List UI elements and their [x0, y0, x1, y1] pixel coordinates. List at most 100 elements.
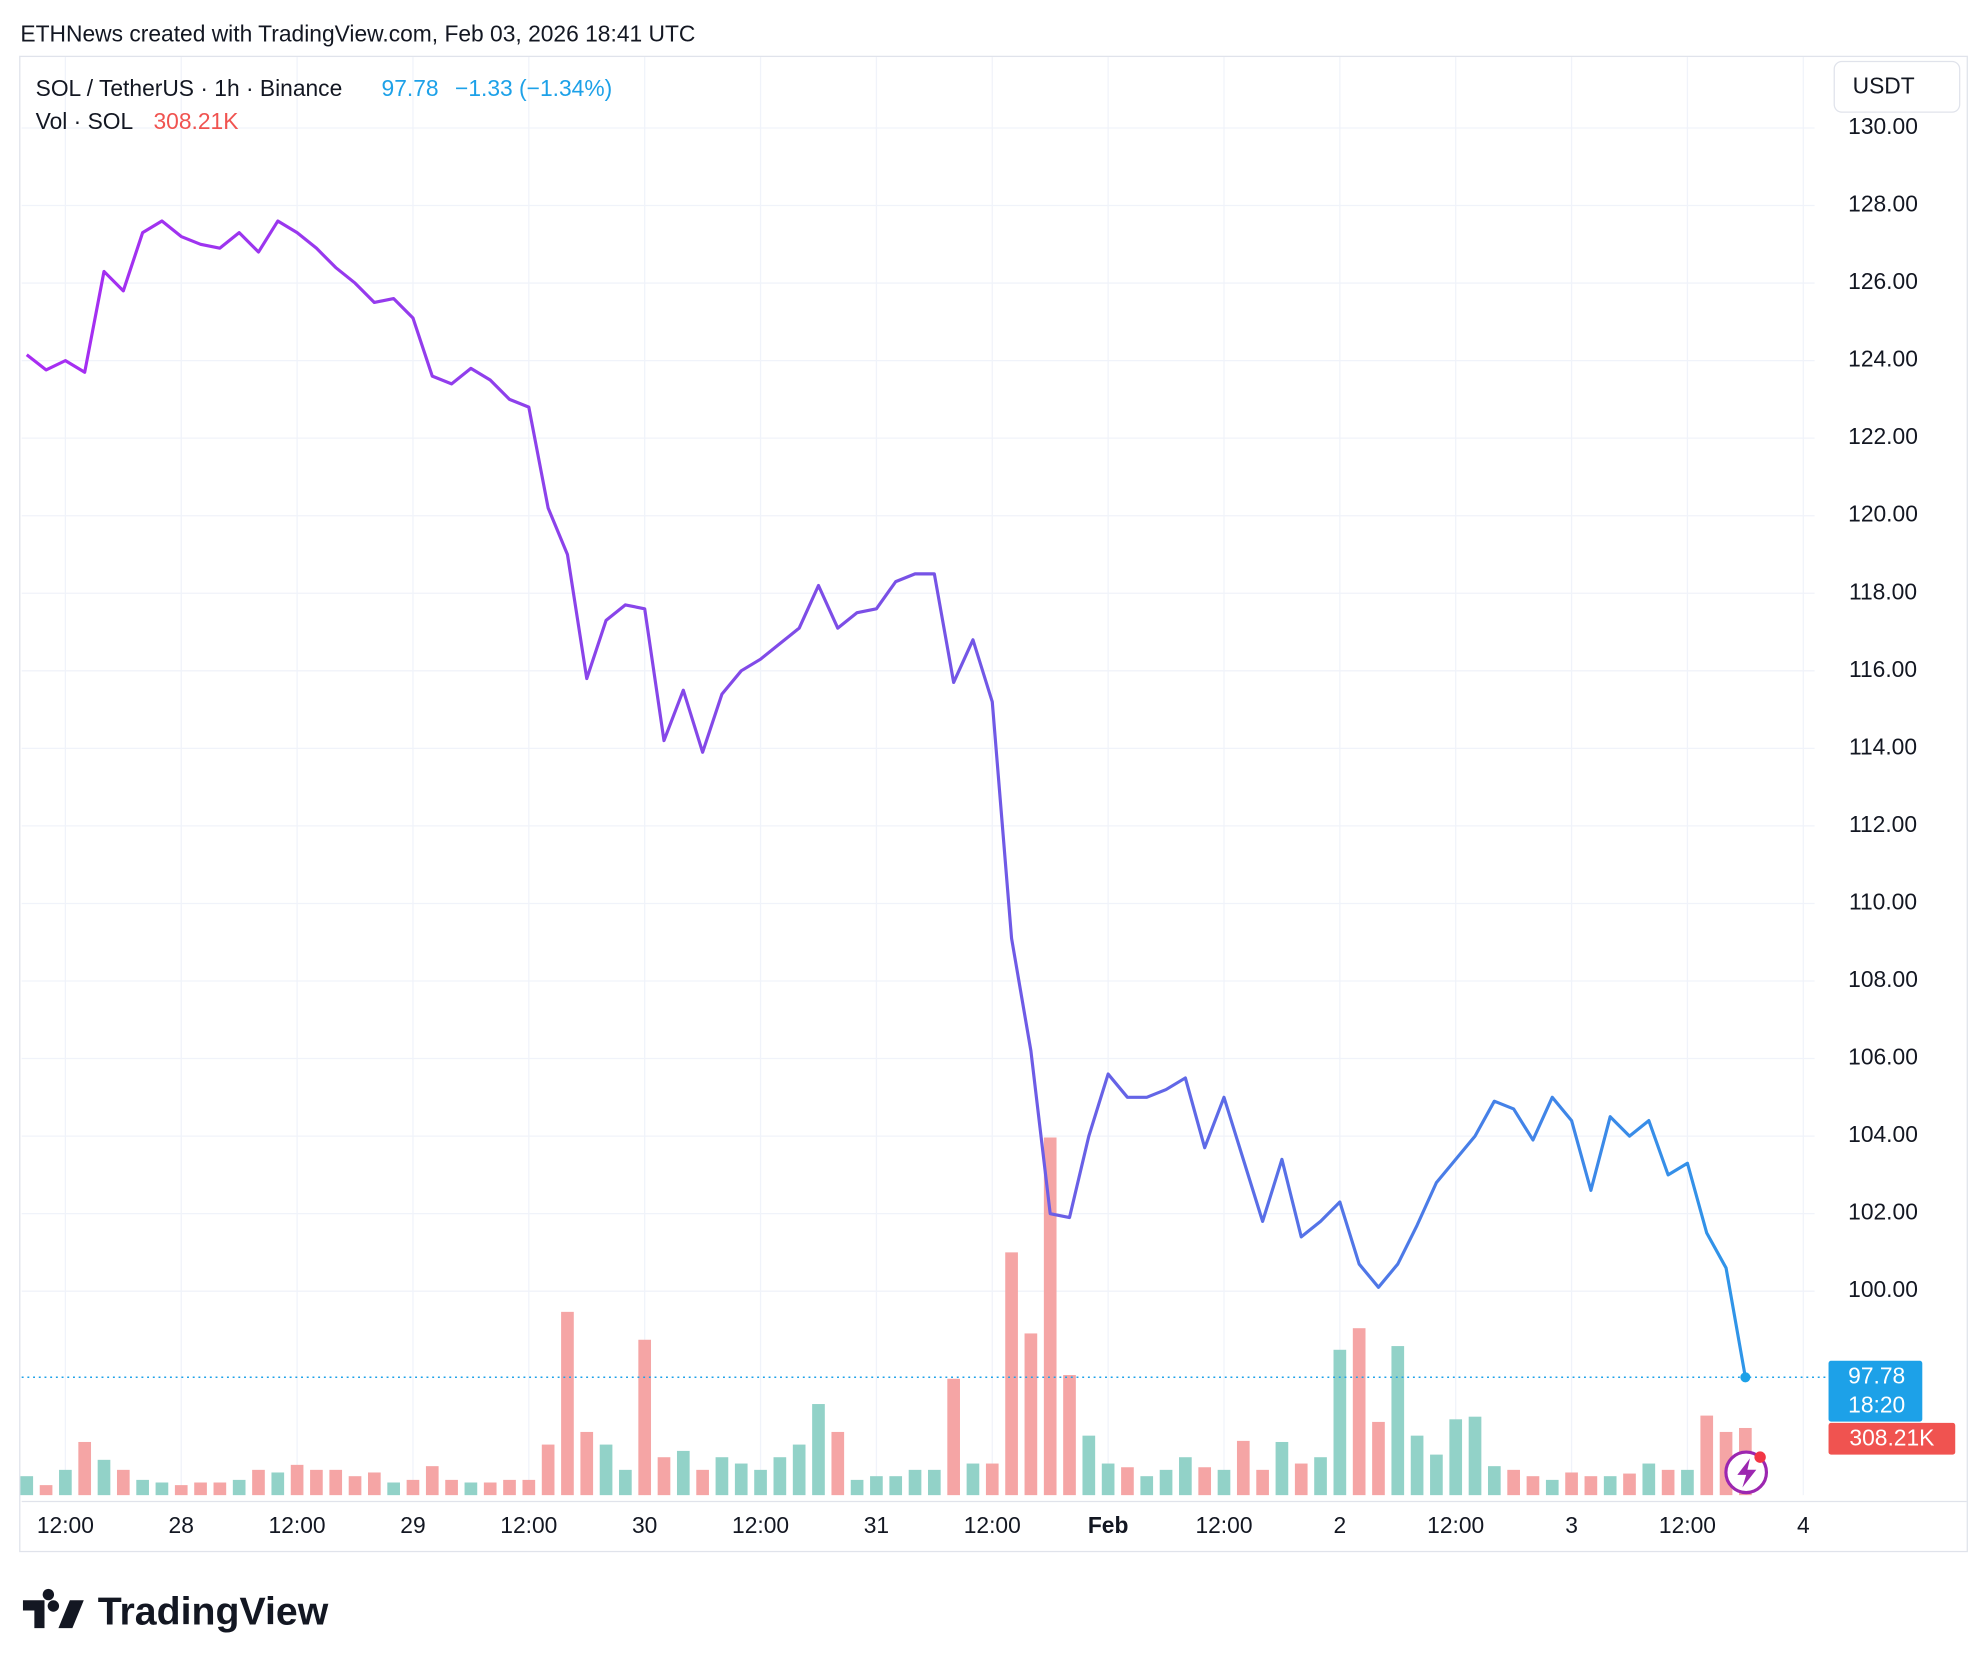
volume-bar — [580, 1431, 594, 1496]
price-label-box — [1828, 1360, 1923, 1422]
volume-bar — [792, 1444, 806, 1496]
volume-bar — [1236, 1440, 1250, 1496]
price-label: 97.78 — [1848, 1362, 1905, 1388]
x-tick-label: 28 — [169, 1512, 194, 1538]
lightning-icon[interactable] — [1724, 1450, 1769, 1495]
volume-bar — [464, 1482, 478, 1496]
frame — [19, 55, 1968, 1553]
volume-bar — [985, 1463, 999, 1496]
currency-box[interactable] — [1833, 60, 1961, 113]
volume-bar — [599, 1444, 613, 1496]
x-tick-label: Feb — [1088, 1512, 1129, 1538]
x-tick-label: 12:00 — [1659, 1512, 1716, 1538]
volume-bar — [155, 1482, 169, 1496]
volume-bar — [1700, 1415, 1714, 1496]
volume-bar — [1256, 1469, 1269, 1496]
y-tick-label: 108.00 — [1848, 966, 1918, 992]
x-tick-label: 12:00 — [1195, 1512, 1252, 1538]
volume-bar — [387, 1482, 400, 1496]
volume-title: Vol · SOL — [36, 108, 134, 134]
volume-bar — [1159, 1469, 1173, 1496]
y-tick-label: 106.00 — [1848, 1044, 1918, 1070]
y-tick-label: 110.00 — [1849, 888, 1917, 914]
volume-bar — [1507, 1469, 1520, 1496]
volume-bar — [1584, 1476, 1598, 1496]
volume-bar — [232, 1479, 246, 1496]
x-tick-label: 12:00 — [964, 1512, 1021, 1538]
volume-bar — [1217, 1469, 1231, 1496]
x-tick-label: 29 — [400, 1512, 425, 1538]
y-tick-label: 102.00 — [1848, 1199, 1918, 1225]
symbol-title: SOL / TetherUS · 1h · Binance — [36, 75, 343, 101]
volume-bar — [754, 1469, 767, 1496]
y-tick-label: 114.00 — [1849, 733, 1917, 759]
volume-bar — [406, 1479, 420, 1496]
volume-bar — [1024, 1333, 1038, 1496]
volume-bar — [97, 1459, 111, 1496]
volume-bar — [908, 1469, 922, 1496]
volume-bar — [174, 1485, 188, 1496]
currency[interactable]: USDT — [1853, 72, 1915, 98]
y-tick-label: 118.00 — [1849, 578, 1917, 604]
volume-bar — [136, 1479, 149, 1496]
volume-bar — [870, 1476, 883, 1496]
volume-bar — [1179, 1457, 1192, 1496]
volume-bar — [483, 1482, 497, 1496]
volume-bar — [619, 1469, 632, 1496]
volume-bar — [850, 1479, 864, 1496]
volume-bar — [1487, 1466, 1501, 1496]
volume-bar — [1005, 1252, 1018, 1496]
volume-bar — [1468, 1416, 1482, 1496]
volume-bar — [1198, 1467, 1212, 1496]
volume-bar — [310, 1469, 323, 1496]
y-tick-label: 100.00 — [1848, 1276, 1918, 1302]
y-tick-label: 120.00 — [1848, 501, 1918, 527]
volume-bar — [696, 1469, 709, 1496]
volume-bar — [1314, 1457, 1327, 1496]
volume-bar — [39, 1485, 53, 1496]
volume-bar — [78, 1441, 92, 1496]
volume-bar — [1410, 1435, 1424, 1496]
volume-bar — [541, 1444, 555, 1496]
price-change: −1.33 (−1.34%) — [455, 75, 612, 101]
volume-bar — [1449, 1419, 1463, 1496]
volume-bar — [20, 1476, 34, 1496]
volume-bar — [1661, 1469, 1675, 1496]
volume-bar — [715, 1457, 729, 1496]
volume-bar — [348, 1476, 362, 1496]
volume-bar — [271, 1472, 285, 1496]
volume-bar — [368, 1472, 381, 1496]
volume-bar — [812, 1404, 825, 1496]
last-price: 97.78 — [382, 75, 439, 101]
x-tick-label: 12:00 — [37, 1512, 94, 1538]
x-tick-label: 31 — [864, 1512, 889, 1538]
volume-bar — [1140, 1476, 1154, 1496]
y-tick-label: 130.00 — [1848, 113, 1918, 139]
x-tick-label: 4 — [1797, 1512, 1810, 1538]
brand-logo — [22, 1588, 84, 1629]
volume-bar — [966, 1463, 980, 1496]
x-tick-label: 3 — [1565, 1512, 1578, 1538]
volume-bar — [290, 1464, 304, 1496]
volume-bar — [1333, 1349, 1347, 1496]
y-tick-label: 116.00 — [1849, 656, 1917, 682]
volume-bar — [734, 1463, 748, 1496]
x-tick-label: 2 — [1334, 1512, 1347, 1538]
volume-bar — [561, 1311, 574, 1496]
volume-bar — [1391, 1346, 1405, 1496]
volume-bar — [1430, 1454, 1443, 1496]
volume-bar — [1063, 1375, 1076, 1496]
volume-bar — [445, 1479, 458, 1496]
volume-bar — [1352, 1328, 1366, 1496]
volume-label: 308.21K — [1849, 1424, 1934, 1450]
volume-bar — [1623, 1473, 1636, 1496]
volume-bar — [831, 1431, 845, 1496]
volume-bar — [773, 1457, 787, 1496]
x-tick-label: 12:00 — [732, 1512, 789, 1538]
volume-bar — [676, 1450, 690, 1496]
x-tick-label: 30 — [632, 1512, 657, 1538]
volume-bar — [1681, 1469, 1694, 1496]
volume-bar — [59, 1469, 72, 1496]
